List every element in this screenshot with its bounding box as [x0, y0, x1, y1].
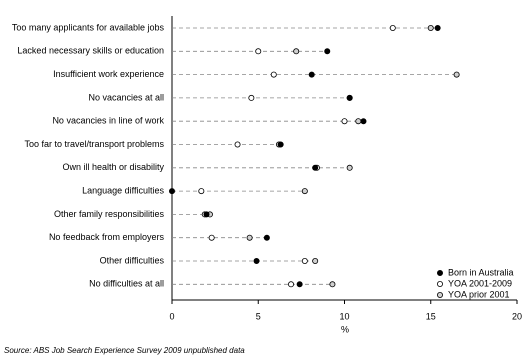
category-label: No difficulties at all — [89, 279, 164, 289]
x-tick-label: 15 — [426, 311, 436, 321]
category-label: Insufficient work experience — [53, 69, 164, 79]
category-label: Too far to travel/transport problems — [24, 139, 164, 149]
dot — [329, 281, 336, 288]
dot — [248, 94, 255, 101]
legend-label: YOA 2001-2009 — [448, 278, 512, 288]
dot — [346, 94, 353, 101]
dot — [453, 71, 460, 78]
dot — [355, 118, 362, 125]
dot — [427, 24, 434, 31]
legend-swatch — [436, 269, 443, 276]
x-tick-label: 10 — [339, 311, 349, 321]
dot — [263, 234, 270, 241]
dot — [198, 188, 205, 195]
category-label: No feedback from employers — [49, 232, 165, 242]
legend-swatch — [436, 291, 443, 298]
dot — [203, 211, 210, 218]
category-label: Other difficulties — [100, 255, 165, 265]
dot — [246, 234, 253, 241]
dot — [346, 164, 353, 171]
category-label: No vacancies in line of work — [52, 116, 164, 126]
x-tick-label: 0 — [169, 311, 174, 321]
source-note: Source: ABS Job Search Experience Survey… — [4, 346, 245, 355]
dot — [312, 164, 319, 171]
legend-label: YOA prior 2001 — [448, 289, 510, 299]
dot — [360, 118, 367, 125]
dot — [234, 141, 241, 148]
category-label: Lacked necessary skills or education — [17, 46, 164, 56]
dot — [208, 234, 215, 241]
category-label: No vacancies at all — [88, 92, 164, 102]
category-label: Own ill health or disability — [62, 162, 164, 172]
legend-swatch — [436, 280, 443, 287]
x-tick-label: 5 — [256, 311, 261, 321]
dot — [434, 24, 441, 31]
dot — [301, 257, 308, 264]
category-label: Too many applicants for available jobs — [12, 22, 165, 32]
dot — [301, 188, 308, 195]
dot — [270, 71, 277, 78]
dot — [253, 257, 260, 264]
dot — [168, 188, 175, 195]
x-axis-label: % — [341, 324, 349, 334]
dot — [255, 48, 262, 55]
category-label: Language difficulties — [82, 185, 164, 195]
dot — [389, 24, 396, 31]
dot — [293, 48, 300, 55]
x-tick-label: 20 — [512, 311, 522, 321]
dot — [324, 48, 331, 55]
dot — [288, 281, 295, 288]
dot — [308, 71, 315, 78]
dot — [296, 281, 303, 288]
category-label: Other family responsibilities — [54, 209, 165, 219]
legend-label: Born in Australia — [448, 267, 514, 277]
dot — [312, 257, 319, 264]
dot — [277, 141, 284, 148]
dot — [341, 118, 348, 125]
